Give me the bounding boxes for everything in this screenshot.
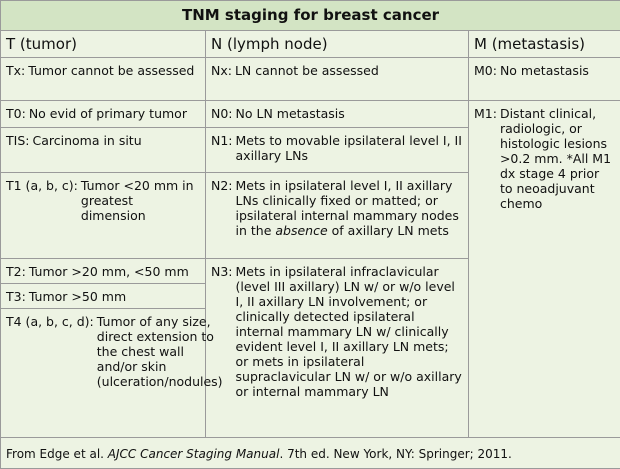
cell: TIS:Carcinoma in situ [1, 128, 206, 173]
cell: T1 (a, b, c):Tumor <20 mm in greatest di… [1, 173, 206, 259]
text: Tumor of any size, direct extension to t… [97, 314, 223, 389]
text: Tumor <20 mm in greatest dimension [81, 178, 200, 223]
emphasis: AJCC Cancer Staging Manual [108, 447, 280, 461]
cell: N0:No LN metastasis [206, 101, 469, 128]
text: Mets in ipsilateral infraclavicular (lev… [236, 264, 463, 399]
cell: N3:Mets in ipsilateral infraclavicular (… [206, 259, 469, 438]
text: Mets in ipsilateral level I, II axillary… [236, 178, 463, 238]
entry: N3:Mets in ipsilateral infraclavicular (… [211, 264, 463, 399]
cell: T3:Tumor >50 mm [1, 284, 206, 309]
text: Carcinoma in situ [32, 133, 141, 148]
cell: Tx:Tumor cannot be assessed [1, 58, 206, 101]
text: Distant clinical, radiologic, or histolo… [500, 106, 615, 211]
text-part: . 7th ed. New York, NY: Springer; 2011. [279, 447, 511, 461]
text: LN cannot be assessed [235, 63, 379, 78]
entry: M0:No metastasis [474, 63, 615, 78]
table-title: TNM staging for breast cancer [1, 1, 620, 31]
entry: N1:Mets to movable ipsilateral level I, … [211, 133, 463, 163]
source-note: From Edge et al. AJCC Cancer Staging Man… [1, 438, 620, 469]
text-part: From Edge et al. [6, 447, 108, 461]
entry: T2:Tumor >20 mm, <50 mm [6, 264, 200, 279]
label: T1 (a, b, c): [6, 178, 78, 223]
label: T4 (a, b, c, d): [6, 314, 94, 389]
label: T0: [6, 106, 26, 121]
label: Nx: [211, 63, 232, 78]
entry: Nx:LN cannot be assessed [211, 63, 463, 78]
label: M0: [474, 63, 497, 78]
entry: T3:Tumor >50 mm [6, 289, 200, 304]
text: Mets to movable ipsilateral level I, II … [236, 133, 463, 163]
cell: N1:Mets to movable ipsilateral level I, … [206, 128, 469, 173]
cell: Nx:LN cannot be assessed [206, 58, 469, 101]
entry: N2:Mets in ipsilateral level I, II axill… [211, 178, 463, 238]
entry: T1 (a, b, c):Tumor <20 mm in greatest di… [6, 178, 200, 223]
text: Tumor >20 mm, <50 mm [29, 264, 189, 279]
entry: T4 (a, b, c, d):Tumor of any size, direc… [6, 314, 200, 389]
label: M1: [474, 106, 497, 211]
label: T3: [6, 289, 26, 304]
entry: Tx:Tumor cannot be assessed [6, 63, 200, 78]
cell: M1:Distant clinical, radiologic, or hist… [469, 101, 620, 438]
text: Tumor cannot be assessed [28, 63, 194, 78]
label: Tx: [6, 63, 25, 78]
label: N1: [211, 133, 233, 163]
entry: N0:No LN metastasis [211, 106, 463, 121]
column-header: M (metastasis) [469, 31, 620, 58]
text: No metastasis [500, 63, 589, 78]
text: No LN metastasis [236, 106, 345, 121]
text-part: of axillary LN mets [328, 223, 449, 238]
label: N2: [211, 178, 233, 238]
cell: T0:No evid of primary tumor [1, 101, 206, 128]
cell: T4 (a, b, c, d):Tumor of any size, direc… [1, 309, 206, 438]
entry: TIS:Carcinoma in situ [6, 133, 200, 148]
text: Tumor >50 mm [29, 289, 126, 304]
column-header: T (tumor) [1, 31, 206, 58]
cell: T2:Tumor >20 mm, <50 mm [1, 259, 206, 284]
entry: M1:Distant clinical, radiologic, or hist… [474, 106, 615, 211]
entry: T0:No evid of primary tumor [6, 106, 200, 121]
cell: M0:No metastasis [469, 58, 620, 101]
emphasis: absence [275, 223, 327, 238]
label: N0: [211, 106, 233, 121]
text: No evid of primary tumor [29, 106, 187, 121]
cell: N2:Mets in ipsilateral level I, II axill… [206, 173, 469, 259]
label: TIS: [6, 133, 29, 148]
column-header: N (lymph node) [206, 31, 469, 58]
label: T2: [6, 264, 26, 279]
